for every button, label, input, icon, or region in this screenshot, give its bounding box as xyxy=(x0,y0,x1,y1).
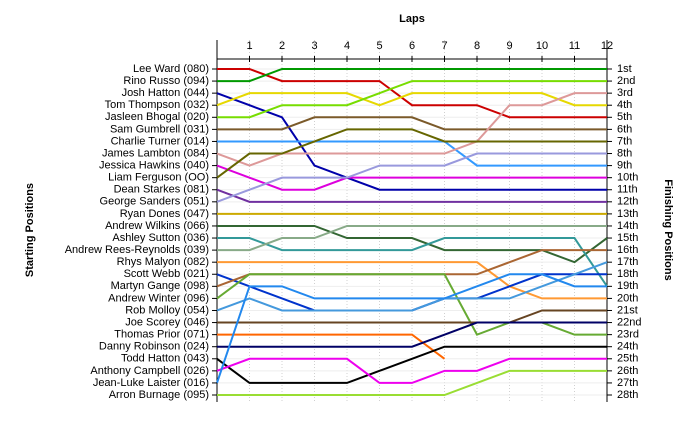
y2-tick-label: 4th xyxy=(617,99,632,111)
legend-label: Liam Ferguson (OO) xyxy=(108,172,209,184)
y2-tick-label: 15th xyxy=(617,232,638,244)
y2-tick-label: 20th xyxy=(617,292,638,304)
y2-tick-label: 3rd xyxy=(617,87,633,99)
driver-line xyxy=(216,164,607,191)
legend-label: Andrew Winter (096) xyxy=(108,292,209,304)
driver-line xyxy=(217,369,607,396)
legend-label: Ryan Dones (047) xyxy=(120,208,209,220)
legend-label: George Sanders (051) xyxy=(100,196,209,208)
y2-tick-label: 11th xyxy=(617,184,638,196)
driver-line xyxy=(217,116,607,131)
y2-tick-label: 23rd xyxy=(617,329,639,341)
y2-tick-label: 13th xyxy=(617,208,638,220)
legend-label: Josh Hatton (044) xyxy=(122,87,209,99)
x-tick-label: 10 xyxy=(536,40,548,52)
legend-label: Ashley Sutton (036) xyxy=(112,232,209,244)
driver-line xyxy=(217,140,607,167)
legend-label: Lee Ward (080) xyxy=(133,63,209,75)
legend-label: Dean Starkes (081) xyxy=(114,184,209,196)
x-tick-label: 9 xyxy=(506,40,512,52)
x-tick-label: 5 xyxy=(376,40,382,52)
driver-line xyxy=(216,357,607,384)
legend-label: Scott Webb (021) xyxy=(124,268,209,280)
driver-line xyxy=(216,261,608,312)
legend-label: Martyn Gange (098) xyxy=(111,280,209,292)
driver-line xyxy=(216,152,607,203)
y2-tick-label: 17th xyxy=(617,256,638,268)
legend-label: Jasleen Bhogal (020) xyxy=(105,111,209,123)
y2-tick-label: 10th xyxy=(617,172,638,184)
legend-label: Sam Gumbrell (031) xyxy=(110,123,209,135)
driver-line xyxy=(216,273,607,384)
driver-line xyxy=(216,345,607,384)
legend-label: Anthony Campbell (026) xyxy=(90,365,209,377)
y2-tick-label: 12th xyxy=(617,196,638,208)
y2-tick-label: 9th xyxy=(617,159,632,171)
legend-label: Rob Molloy (054) xyxy=(125,304,209,316)
y2-tick-label: 28th xyxy=(617,389,638,401)
x-tick-label: 3 xyxy=(311,40,317,52)
legend-label: Thomas Prior (071) xyxy=(114,329,209,341)
legend-label: Charlie Turner (014) xyxy=(111,135,209,147)
y2-tick-label: 26th xyxy=(617,365,638,377)
legend-label: Rino Russo (094) xyxy=(123,75,209,87)
driver-line xyxy=(216,92,607,107)
legend-label: Jean-Luke Laister (016) xyxy=(93,377,209,389)
driver-line xyxy=(217,237,608,287)
driver-line xyxy=(216,92,607,191)
y2-tick-label: 21st xyxy=(617,304,638,316)
x-tick-label: 1 xyxy=(246,40,252,52)
y2-tick-label: 27th xyxy=(617,377,638,389)
x-tick-label: 8 xyxy=(474,40,480,52)
y2-tick-label: 8th xyxy=(617,147,632,159)
y2-axis-title: Finishing Positions xyxy=(662,179,674,280)
y2-tick-label: 5th xyxy=(617,111,632,123)
y2-tick-label: 24th xyxy=(617,341,638,353)
y-axis-title: Starting Positions xyxy=(24,183,36,277)
driver-line xyxy=(217,224,607,252)
driver-line xyxy=(217,80,607,119)
driver-line xyxy=(216,128,607,179)
x-axis-title: Laps xyxy=(399,13,425,25)
legend-label: Arron Burnage (095) xyxy=(109,389,209,401)
y2-tick-label: 19th xyxy=(617,280,638,292)
legend-label: Danny Robinson (024) xyxy=(99,341,209,353)
driver-line xyxy=(217,68,607,83)
y2-tick-label: 2nd xyxy=(617,75,635,87)
y2-tick-label: 14th xyxy=(617,220,638,232)
legend-label: Rhys Malyon (082) xyxy=(117,256,209,268)
x-tick-label: 4 xyxy=(344,40,350,52)
driver-line xyxy=(217,333,446,360)
x-tick-label: 2 xyxy=(279,40,285,52)
y2-tick-label: 25th xyxy=(617,353,638,365)
legend-label: Tom Thompson (032) xyxy=(105,99,209,111)
driver-line xyxy=(217,309,607,324)
legend-label: Andrew Wilkins (066) xyxy=(105,220,209,232)
legend-label: James Lambton (084) xyxy=(102,147,209,159)
driver-line xyxy=(217,261,607,300)
y2-tick-label: 22nd xyxy=(617,316,641,328)
y2-tick-label: 18th xyxy=(617,268,638,280)
driver-line xyxy=(216,188,607,203)
y2-tick-label: 6th xyxy=(617,123,632,135)
legend-label: Jessica Hawkins (040) xyxy=(99,159,209,171)
legend-label: Andrew Rees-Reynolds (039) xyxy=(65,244,209,256)
driver-line xyxy=(217,321,607,348)
x-tick-label: 7 xyxy=(441,40,447,52)
x-tick-label: 6 xyxy=(409,40,415,52)
y2-tick-label: 1st xyxy=(617,63,632,75)
y2-tick-label: 7th xyxy=(617,135,632,147)
legend-label: Todd Hatton (043) xyxy=(121,353,209,365)
y2-tick-label: 16th xyxy=(617,244,638,256)
legend-label: Joe Scorey (046) xyxy=(125,316,209,328)
x-tick-label: 11 xyxy=(569,40,580,52)
driver-line xyxy=(217,68,607,119)
